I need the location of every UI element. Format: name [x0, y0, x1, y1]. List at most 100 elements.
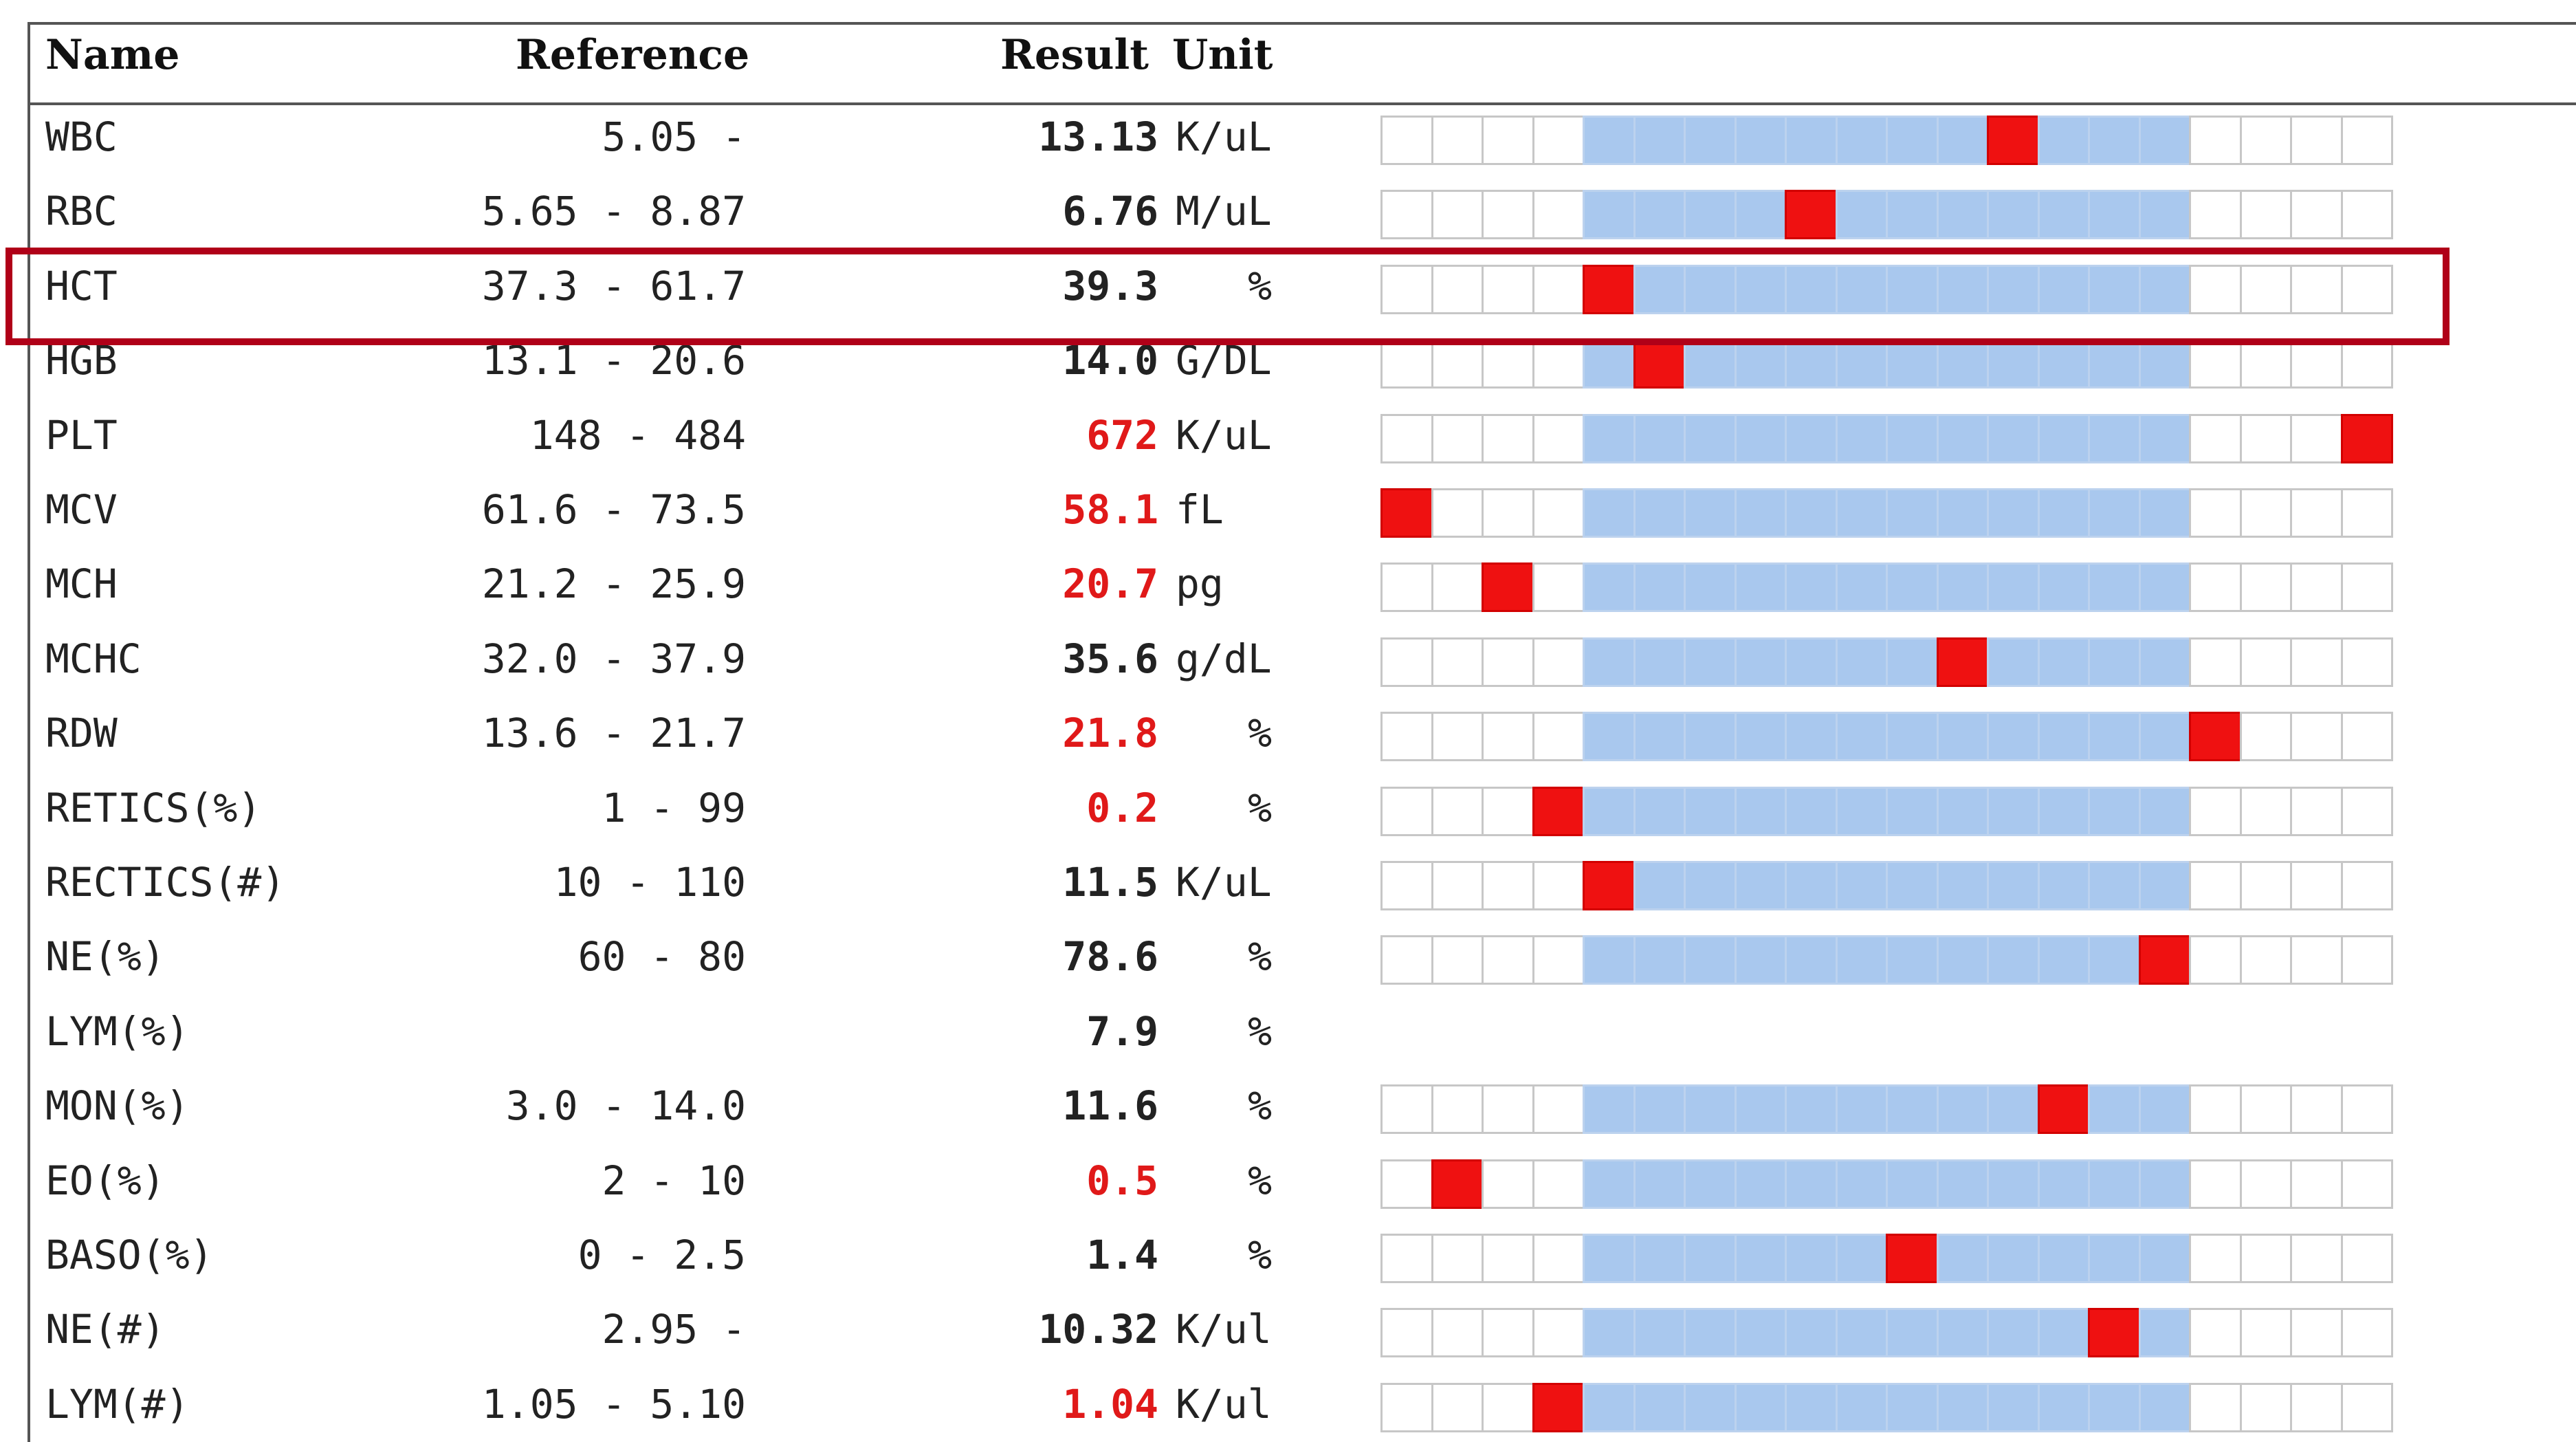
range-gauge — [1380, 1084, 2393, 1135]
gauge-segment-reference — [2037, 339, 2090, 389]
gauge-segment — [1380, 562, 1433, 613]
gauge-segment-reference — [1633, 116, 1686, 165]
gauge-segment — [2239, 935, 2292, 985]
range-gauge — [1380, 264, 2393, 314]
gauge-segment-reference — [1684, 413, 1737, 463]
gauge-segment-reference — [2037, 861, 2090, 910]
gauge-segment-reference — [1734, 637, 1787, 687]
range-gauge — [1380, 1382, 2393, 1432]
gauge-segment — [2340, 637, 2393, 687]
gauge-segment-reference — [1583, 712, 1636, 762]
gauge-segment — [1431, 488, 1484, 538]
gauge-segment-reference — [1835, 1234, 1888, 1283]
gauge-segment — [1431, 786, 1484, 836]
test-name: MCH — [45, 560, 118, 608]
table-row-ne: NE(%) 60 - 80 78.6% — [0, 919, 2576, 994]
table-row-mch: MCH 21.2 - 25.9 20.7 pg — [0, 547, 2576, 621]
column-header-unit: Unit — [1172, 31, 1273, 79]
gauge-segment-reference — [2088, 1084, 2141, 1135]
gauge-segment-reference — [1583, 935, 1636, 985]
gauge-segment — [2239, 1084, 2292, 1135]
result-unit: % — [1248, 1007, 1272, 1055]
gauge-segment-reference — [1936, 264, 1989, 314]
range-gauge — [1380, 935, 2393, 985]
result-unit: % — [1248, 1157, 1272, 1204]
gauge-segment-reference — [1734, 1234, 1787, 1283]
gauge-segment-reference — [1583, 116, 1636, 165]
gauge-segment-reference — [1785, 1159, 1838, 1209]
reference-range: 1.05 - 5.10 — [481, 1380, 746, 1428]
table-row-mon: MON(%) 3.0 - 14.0 11.6% — [0, 1069, 2576, 1143]
range-gauge — [1380, 488, 2393, 538]
gauge-segment — [1532, 562, 1585, 613]
gauge-segment-reference — [1936, 413, 1989, 463]
gauge-segment — [1380, 339, 1433, 389]
table-row-hct: HCT 37.3 - 61.7 39.3% — [0, 249, 2576, 323]
gauge-segment-reference — [1734, 861, 1787, 910]
gauge-segment-reference — [1785, 861, 1838, 910]
gauge-marker — [1380, 488, 1433, 538]
column-header-name: Name — [45, 31, 180, 79]
gauge-segment-reference — [1987, 712, 2040, 762]
result-unit: pg — [1176, 560, 1224, 608]
gauge-segment-reference — [1734, 413, 1787, 463]
gauge-segment — [2340, 562, 2393, 613]
gauge-segment-reference — [2037, 935, 2090, 985]
table-row-rectics: RECTICS(#) 10 - 110 11.5 K/uL — [0, 845, 2576, 919]
gauge-segment-reference — [1835, 562, 1888, 613]
header-divider — [27, 102, 2576, 105]
gauge-segment — [1380, 1308, 1433, 1358]
gauge-segment-reference — [1734, 1308, 1787, 1358]
gauge-segment — [2340, 1084, 2393, 1135]
gauge-segment-reference — [1886, 1382, 1939, 1432]
gauge-segment-reference — [2037, 116, 2090, 165]
gauge-segment-reference — [1987, 861, 2040, 910]
result-unit: K/ul — [1176, 1380, 1272, 1428]
gauge-segment-reference — [1886, 637, 1939, 687]
gauge-segment — [2189, 861, 2242, 910]
gauge-segment-reference — [1734, 712, 1787, 762]
gauge-marker — [1532, 786, 1585, 836]
test-name: RDW — [45, 710, 118, 757]
reference-range: 1 - 99 — [602, 784, 746, 831]
gauge-segment-reference — [2088, 1159, 2141, 1209]
range-gauge — [1380, 861, 2393, 910]
range-gauge — [1380, 190, 2393, 240]
test-name: LYM(#) — [45, 1380, 190, 1428]
gauge-segment — [1482, 1234, 1534, 1283]
result-value: 39.3 — [1062, 262, 1158, 309]
gauge-segment — [2239, 1382, 2292, 1432]
result-unit: % — [1248, 784, 1272, 831]
result-value: 1.4 — [1086, 1232, 1158, 1278]
gauge-segment-reference — [2088, 562, 2141, 613]
results-table-frame — [27, 22, 2576, 1442]
test-name: MON(%) — [45, 1082, 190, 1130]
gauge-segment — [2239, 488, 2292, 538]
gauge-segment — [1431, 712, 1484, 762]
result-value: 6.76 — [1062, 188, 1158, 235]
gauge-segment-reference — [1886, 190, 1939, 240]
gauge-segment — [2189, 786, 2242, 836]
gauge-segment — [1431, 637, 1484, 687]
gauge-segment — [1532, 637, 1585, 687]
gauge-segment-reference — [1633, 1382, 1686, 1432]
reference-range: 32.0 - 37.9 — [481, 635, 746, 682]
gauge-segment — [1482, 1159, 1534, 1209]
gauge-segment — [2189, 1382, 2242, 1432]
gauge-segment — [1380, 1382, 1433, 1432]
gauge-segment — [2189, 562, 2242, 613]
gauge-segment — [2239, 637, 2292, 687]
gauge-segment-reference — [1785, 1382, 1838, 1432]
gauge-segment-reference — [1583, 637, 1636, 687]
gauge-segment — [2189, 1159, 2242, 1209]
gauge-segment — [1532, 1159, 1585, 1209]
gauge-segment-reference — [1835, 637, 1888, 687]
gauge-segment — [2189, 1084, 2242, 1135]
gauge-segment-reference — [1886, 935, 1939, 985]
gauge-segment-reference — [1684, 264, 1737, 314]
gauge-segment — [1482, 712, 1534, 762]
gauge-segment-reference — [1785, 1084, 1838, 1135]
gauge-segment-reference — [1684, 637, 1737, 687]
range-gauge — [1380, 712, 2393, 762]
gauge-segment — [2239, 116, 2292, 165]
